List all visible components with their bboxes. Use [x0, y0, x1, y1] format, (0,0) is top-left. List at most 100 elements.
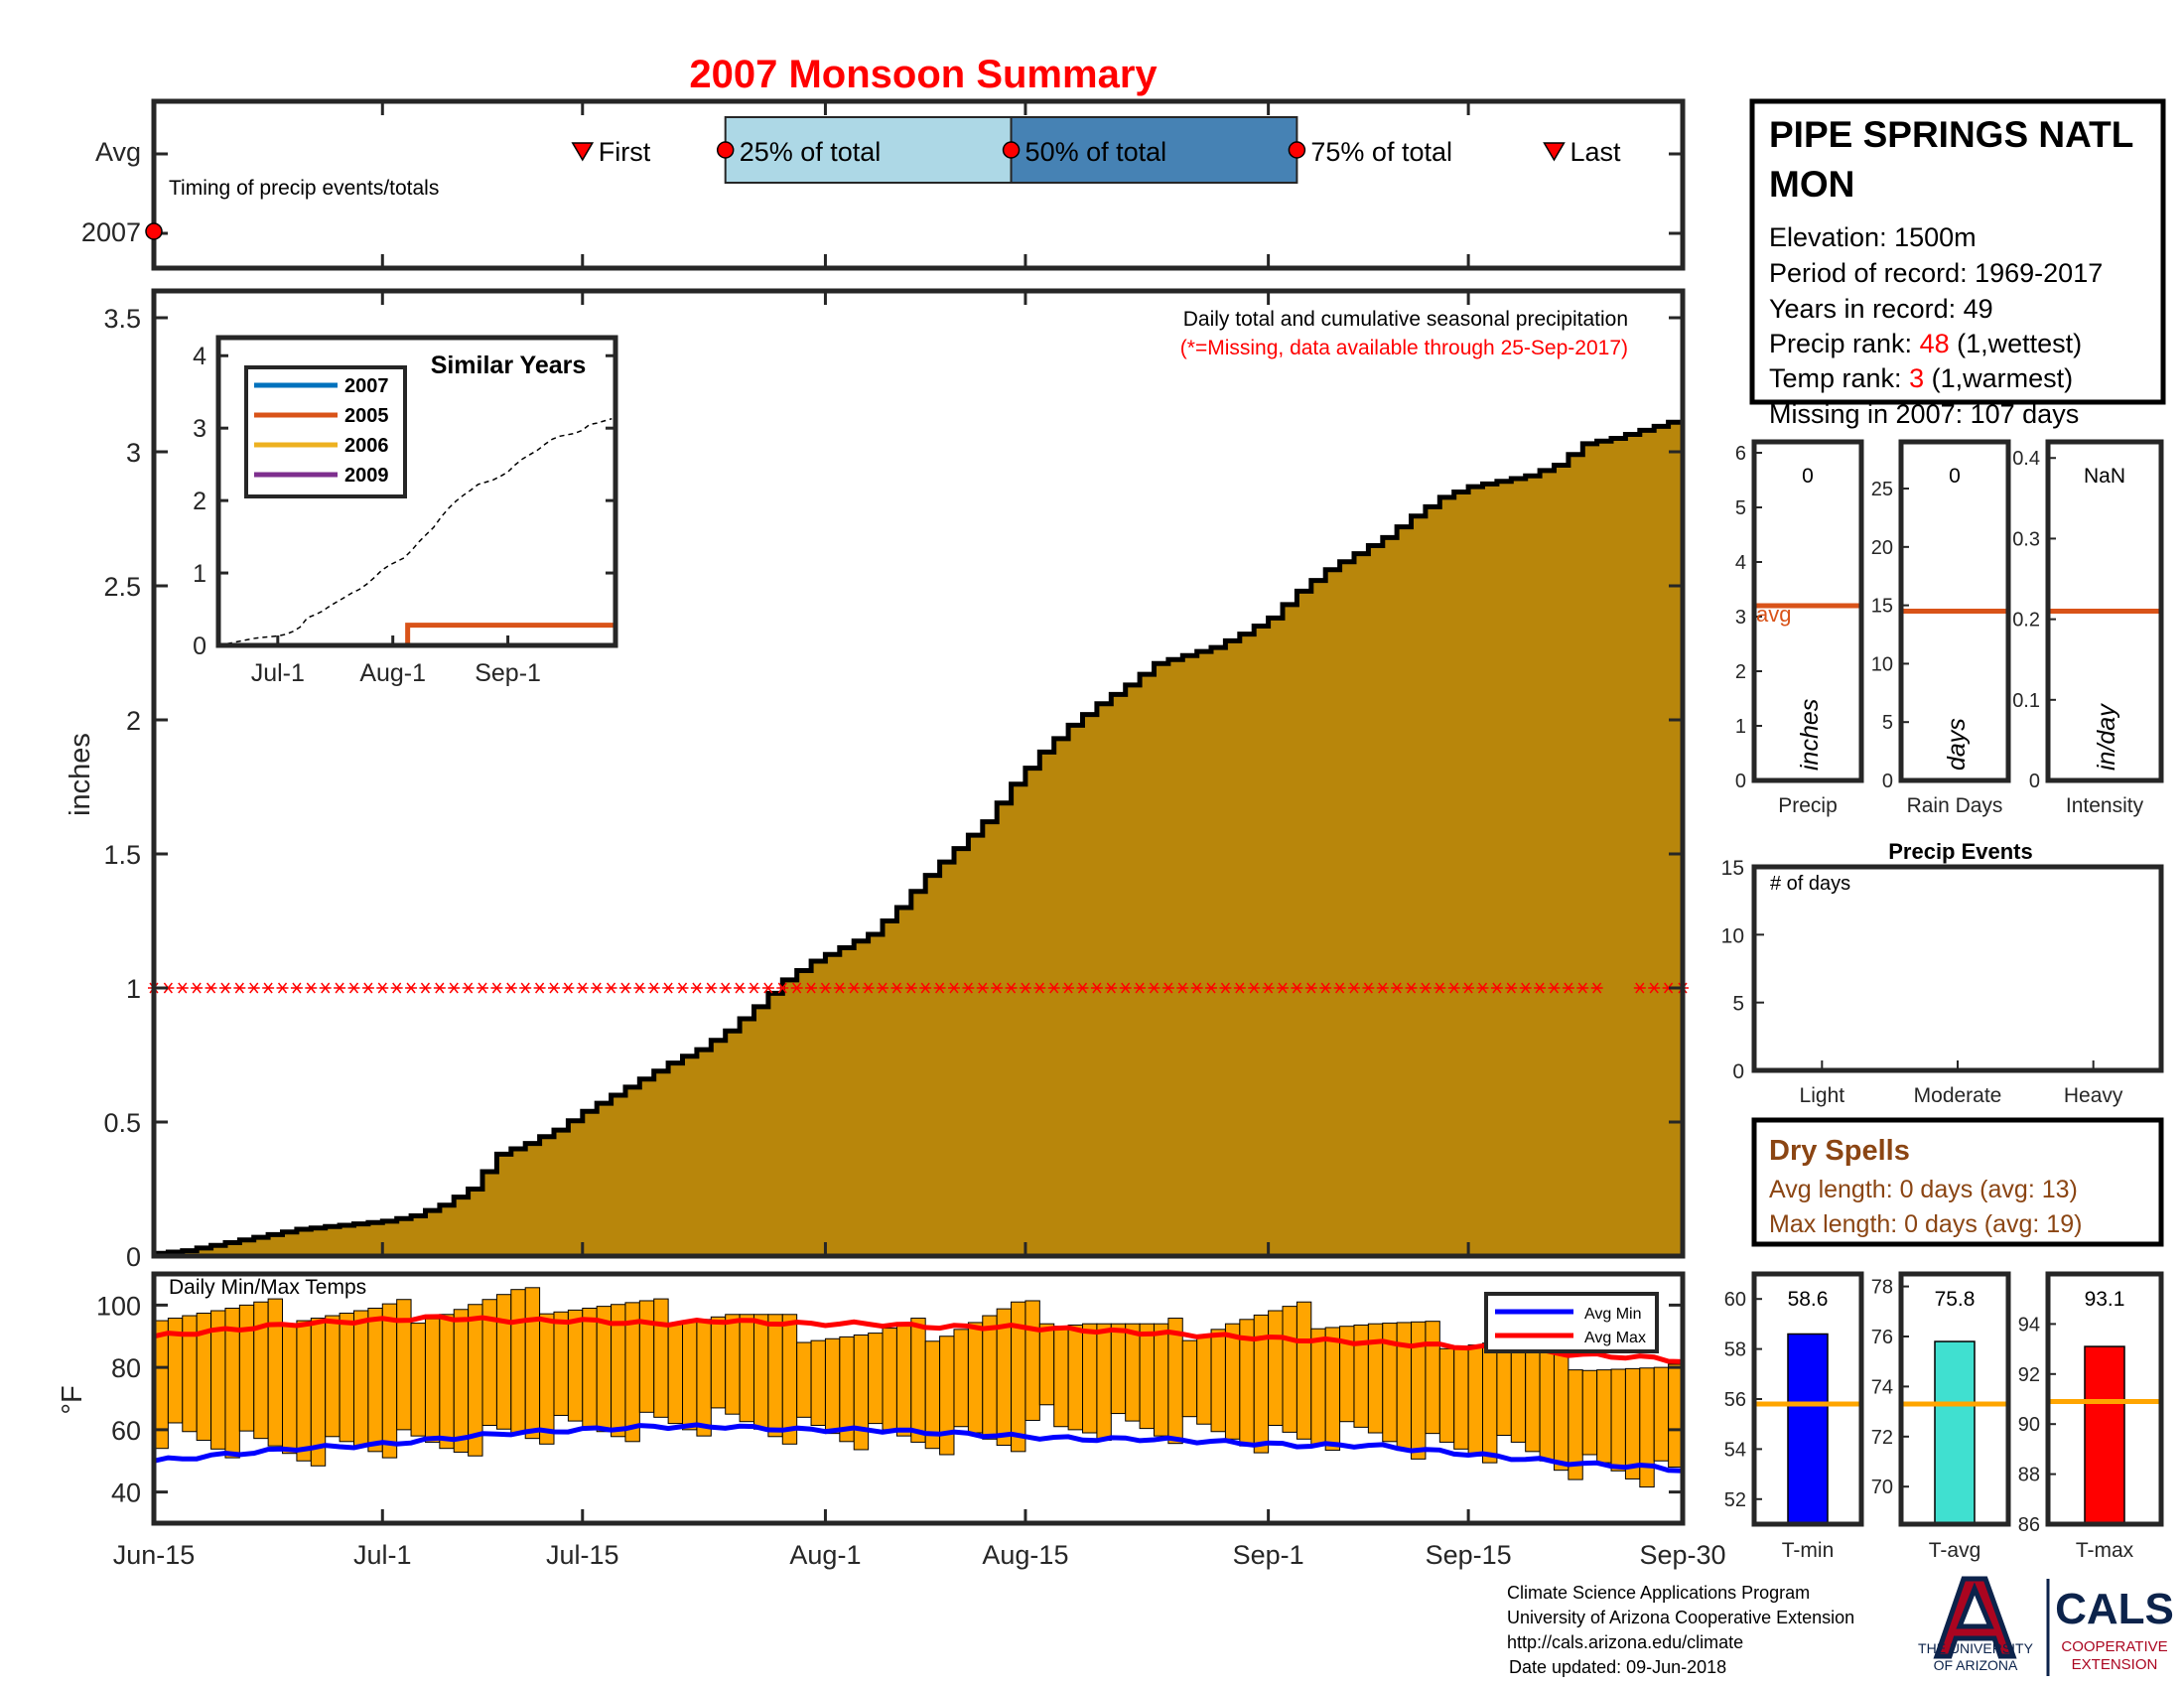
missing-day-marker: [504, 982, 517, 994]
missing-day-marker: [1176, 982, 1189, 994]
dry-spells-frame: [1751, 1117, 2164, 1247]
missing-day-marker: [1105, 982, 1118, 994]
station-elevation: Elevation: 1500m: [1769, 222, 1977, 252]
temp-summary-tick-label: 92: [2018, 1364, 2040, 1386]
q50-q75-bar: [1010, 116, 1298, 184]
temp-summary-label: T-max: [2076, 1539, 2134, 1562]
mini-panel-tick-label: 6: [1735, 443, 1746, 465]
avg-temp-lines: [153, 1314, 1684, 1474]
inset-legend-label: 2005: [344, 405, 389, 427]
daily-temp-bar: [495, 1294, 512, 1430]
daily-temp-bar: [682, 1321, 698, 1431]
daily-temp-bar: [1139, 1323, 1155, 1430]
timing-caption: Timing of precip events/totals: [169, 177, 439, 200]
daily-temp-bar: [882, 1328, 897, 1431]
daily-temp-bar: [1181, 1339, 1198, 1418]
mini-panel-tick-label: 1: [1735, 716, 1746, 738]
daily-temp-bar: [653, 1298, 669, 1418]
inset-y-tick-label: 0: [193, 633, 206, 660]
events-y-tick-label: 0: [1732, 1060, 1744, 1083]
missing-day-marker: [1490, 982, 1503, 994]
daily-temp-bar: [696, 1319, 712, 1437]
cals-logo: CALS COOPERATIVE EXTENSION: [2055, 1585, 2174, 1673]
precip-stat-panels: 0 1 2 3 4 5 6 0 inches Precip avg 0 5 10 15 20 25 0 days Ra…: [1735, 439, 2164, 817]
x-axis-tick-label: Aug-1: [789, 1540, 861, 1570]
daily-temp-bar: [1067, 1324, 1084, 1431]
daily-temp-bar: [868, 1333, 884, 1425]
daily-temp-bar: [282, 1323, 298, 1455]
precip-events-inner-label: # of days: [1770, 873, 1850, 895]
temp-summary-bar: [2084, 1345, 2125, 1525]
daily-temp-bar: [1581, 1369, 1598, 1456]
page-title: 2007 Monsoon Summary: [689, 53, 1158, 96]
temp-summary-bar: [1787, 1333, 1829, 1525]
missing-day-marker: [519, 982, 532, 994]
timing-panel: Avg 2007 Timing of precip events/totals …: [81, 98, 1686, 271]
missing-day-marker: [233, 982, 246, 994]
missing-day-marker: [1391, 982, 1404, 994]
year-event-marker: [145, 222, 163, 240]
temp-y-tick-label: 60: [111, 1416, 141, 1446]
daily-temp-bar: [638, 1300, 655, 1413]
timing-year-label: 2007: [81, 217, 141, 247]
precip-y-tick-label: 0.5: [103, 1108, 141, 1138]
daily-temp-bar: [439, 1314, 455, 1450]
mini-panel-tick-label: 5: [1882, 712, 1893, 734]
daily-temp-bar: [1396, 1322, 1413, 1452]
last-event-marker: [1543, 142, 1566, 162]
temp-summary-label: T-avg: [1929, 1539, 1981, 1562]
missing-day-marker: [833, 982, 846, 994]
missing-day-marker: [933, 982, 946, 994]
missing-day-marker: [805, 982, 818, 994]
missing-day-marker: [1319, 982, 1332, 994]
events-category-label: Heavy: [2064, 1084, 2123, 1107]
daily-temp-bar: [967, 1322, 984, 1434]
missing-day-marker: [991, 982, 1004, 994]
x-axis-tick-label: Sep-1: [1233, 1540, 1304, 1570]
daily-temp-bar: [325, 1315, 341, 1438]
missing-day-marker: [319, 982, 332, 994]
mini-panel-intensity: 0 0.1 0.2 0.3 0.4 NaN in/day Intensity: [2012, 439, 2164, 817]
mini-panel-rain-days: 0 5 10 15 20 25 0 days Rain Days: [1871, 439, 2011, 817]
missing-day-marker: [262, 982, 275, 994]
q50-marker: [1002, 141, 1021, 159]
missing-day-marker: [719, 982, 732, 994]
daily-temp-bar: [1224, 1323, 1241, 1440]
daily-temp-bar: [524, 1287, 541, 1440]
mini-panel-value: 0: [1802, 465, 1814, 488]
temp-rank: Temp rank: 3 (1,warmest): [1769, 363, 2073, 393]
missing-day-marker: [633, 982, 646, 994]
inset-y-tick-label: 1: [193, 560, 206, 588]
missing-day-marker: [1347, 982, 1360, 994]
footer-program: Climate Science Applications Program: [1507, 1583, 1810, 1603]
missing-day-marker: [1590, 982, 1603, 994]
temp-y-tick-label: 80: [111, 1353, 141, 1383]
timing-avg-label: Avg: [95, 137, 141, 167]
missing-day-marker: [1161, 982, 1174, 994]
missing-day-marker: [433, 982, 446, 994]
missing-day-marker: [477, 982, 489, 994]
dry-spells-box: Dry Spells Avg length: 0 days (avg: 13) …: [1751, 1117, 2164, 1247]
cals-sub-line1: COOPERATIVE: [2061, 1638, 2167, 1655]
inset-y-tick-label: 3: [193, 415, 206, 443]
temp-summary-bar: [1934, 1340, 1976, 1525]
temp-y-tick-label: 100: [96, 1291, 141, 1321]
daily-temp-bar: [796, 1341, 812, 1418]
footer-credits: Climate Science Applications Program Uni…: [1507, 1583, 1854, 1677]
dry-spells-avg-length: Avg length: 0 days (avg: 13): [1769, 1176, 2078, 1203]
temp-summary-tick-label: 88: [2018, 1465, 2040, 1486]
precip-y-tick-label: 1: [126, 974, 141, 1004]
precip-note: Daily total and cumulative seasonal prec…: [1183, 308, 1628, 331]
missing-day-marker: [761, 982, 774, 994]
missing-day-marker: [1205, 982, 1218, 994]
daily-temp-bar: [982, 1315, 998, 1440]
q25-marker: [716, 141, 735, 159]
temp-summary-t-avg: 70 72 74 76 78 75.8 T-avg: [1871, 1271, 2011, 1562]
missing-day-marker: [1548, 982, 1561, 994]
footer-date: Date updated: 09-Jun-2018: [1509, 1657, 1726, 1677]
missing-day-marker: [848, 982, 861, 994]
temp-summary-tick-label: 94: [2018, 1314, 2040, 1336]
daily-temp-bar: [810, 1339, 826, 1426]
mini-panel-tick-label: 0: [2029, 771, 2040, 792]
missing-day-marker: [1519, 982, 1532, 994]
